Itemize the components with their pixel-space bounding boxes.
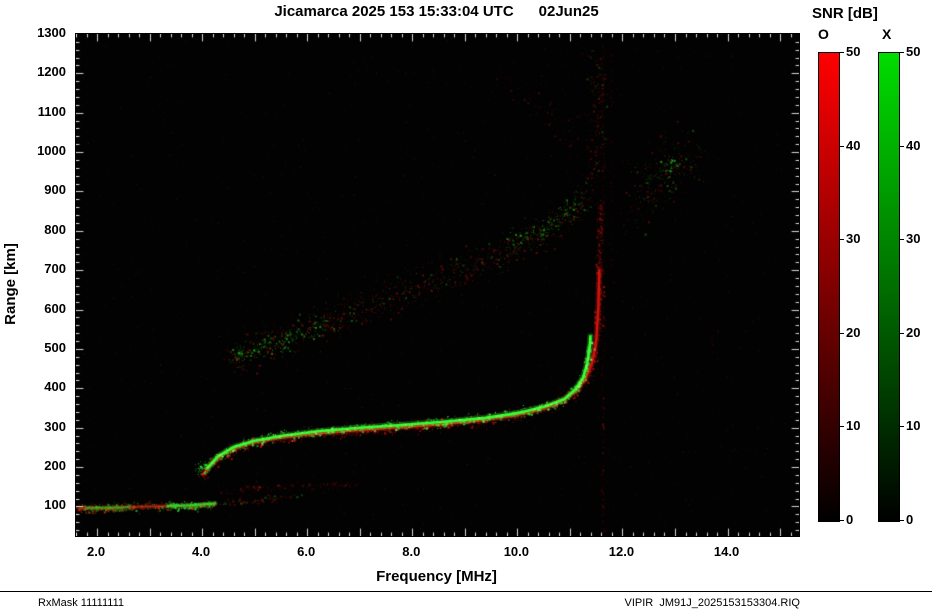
colorbar-tick-label: 20: [906, 324, 921, 340]
x-tick-label: 12.0: [608, 544, 635, 559]
x-tick-label: 6.0: [297, 544, 316, 559]
colorbar-tick-mark: [840, 520, 844, 521]
colorbar-tick-label: 0: [906, 512, 914, 527]
y-tick-label: 1000: [37, 143, 66, 159]
ionogram-canvas: [76, 34, 799, 536]
y-tick-label: 900: [44, 182, 66, 198]
y-tick-label: 300: [44, 418, 66, 434]
colorbar-o-mode-label: O: [818, 26, 829, 42]
y-tick-label: 600: [44, 300, 66, 316]
colorbar-tick-label: 0: [846, 512, 854, 527]
colorbar-tick-mark: [900, 333, 904, 334]
colorbar-tick-mark: [900, 239, 904, 240]
colorbar-tick-label: 40: [906, 137, 921, 153]
colorbar-title: SNR [dB]: [812, 5, 878, 22]
colorbar-tick-label: 30: [846, 231, 861, 247]
colorbar-tick-mark: [900, 520, 904, 521]
y-axis-label: Range [km]: [2, 243, 19, 325]
colorbar-tick-mark: [900, 146, 904, 147]
y-tick-label: 1100: [37, 103, 66, 119]
x-tick-label: 4.0: [192, 544, 211, 559]
colorbar-tick-mark: [840, 52, 844, 53]
colorbar-tick-label: 40: [846, 137, 861, 153]
colorbar-tick-label: 50: [906, 44, 921, 59]
colorbar-tick-mark: [840, 146, 844, 147]
plot-area: [75, 33, 800, 537]
filename-text: VIPIR JM91J_2025153153304.RIQ: [624, 597, 800, 609]
plot-title: Jicamarca 2025 153 15:33:04 UTC 02Jun25: [274, 3, 599, 20]
y-tick-label: 1300: [37, 25, 66, 40]
x-tick-label: 2.0: [86, 544, 106, 559]
y-tick-label: 200: [44, 458, 66, 474]
colorbar-x-mode-label: X: [882, 26, 892, 42]
colorbar-tick-mark: [840, 333, 844, 334]
y-tick-label: 700: [44, 261, 66, 277]
colorbar-tick-label: 10: [846, 418, 861, 434]
colorbar-tick-label: 50: [846, 44, 861, 59]
colorbar-o-gradient: [818, 52, 840, 522]
y-axis-label-container: Range [km]: [2, 243, 19, 325]
y-tick-label: 100: [44, 497, 66, 513]
colorbar-tick-mark: [900, 426, 904, 427]
y-tick-label: 800: [44, 221, 66, 237]
colorbar-tick-mark: [840, 239, 844, 240]
colorbar-tick-label: 30: [906, 231, 921, 247]
rxmask-text: RxMask 11111111: [38, 597, 125, 609]
x-tick-label: 14.0: [713, 544, 740, 559]
colorbar-tick-mark: [840, 426, 844, 427]
colorbar-x-gradient: [878, 52, 900, 522]
colorbar-tick-label: 10: [906, 418, 921, 434]
footer-divider: [0, 591, 932, 592]
y-tick-label: 500: [44, 339, 66, 355]
x-axis-label: Frequency [MHz]: [376, 568, 497, 585]
x-tick-label: 10.0: [503, 544, 530, 559]
y-tick-label: 400: [44, 379, 66, 395]
colorbar-tick-mark: [900, 52, 904, 53]
y-tick-label: 1200: [37, 64, 66, 80]
colorbar-tick-label: 20: [846, 324, 861, 340]
x-tick-label: 8.0: [402, 544, 421, 559]
